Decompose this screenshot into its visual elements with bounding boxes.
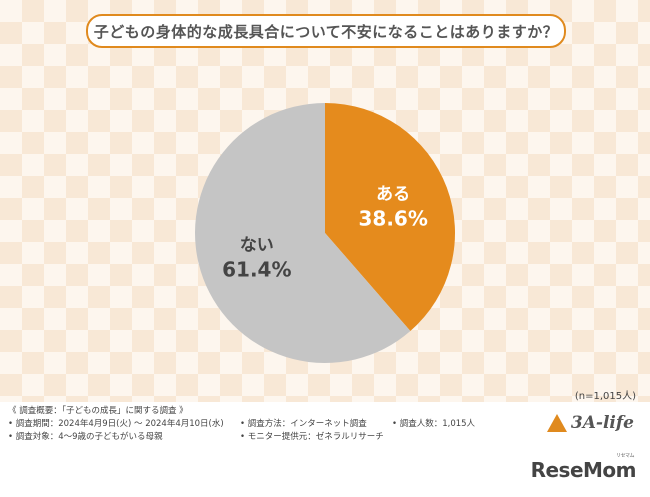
survey-count: • 調査人数：1,015人 xyxy=(392,419,476,429)
resemom-logo-kana: リセマム xyxy=(615,453,635,459)
survey-overview: 《 調査概要：「子どもの成長」に関する調査 》 xyxy=(8,406,188,416)
slice-label-nai: ない xyxy=(240,236,274,256)
chart-title: 子どもの身体的な成長具合について不安になることはありますか？ xyxy=(86,14,566,48)
resemom-logo: ReseMom リセマム xyxy=(530,453,637,482)
3a-life-logo-text: 3A-life xyxy=(570,413,634,433)
resemom-logo-text: ReseMom xyxy=(530,458,637,482)
slice-label-aru: ある xyxy=(376,184,410,204)
slice-value-nai: 61.4% xyxy=(222,258,291,282)
survey-footer: 《 調査概要：「子どもの成長」に関する調査 》 • 調査期間：2024年4月9日… xyxy=(0,402,650,452)
pie-slice-aru xyxy=(325,103,455,332)
slice-value-aru: 38.6% xyxy=(358,206,427,230)
survey-period: • 調査期間：2024年4月9日(火) ～ 2024年4月10日(水) xyxy=(8,419,224,429)
mountain-icon xyxy=(546,414,567,432)
survey-provider: • モニター提供元：ゼネラルリサーチ xyxy=(240,432,384,442)
sample-size-note: (n=1,015人) xyxy=(574,391,636,402)
pie-slice-nai xyxy=(195,103,411,363)
3a-life-logo: 3A-life xyxy=(546,411,634,435)
survey-method: • 調査方法：インターネット調査 xyxy=(240,419,367,429)
survey-target: • 調査対象：4～9歳の子どもがいる母親 xyxy=(8,432,163,442)
